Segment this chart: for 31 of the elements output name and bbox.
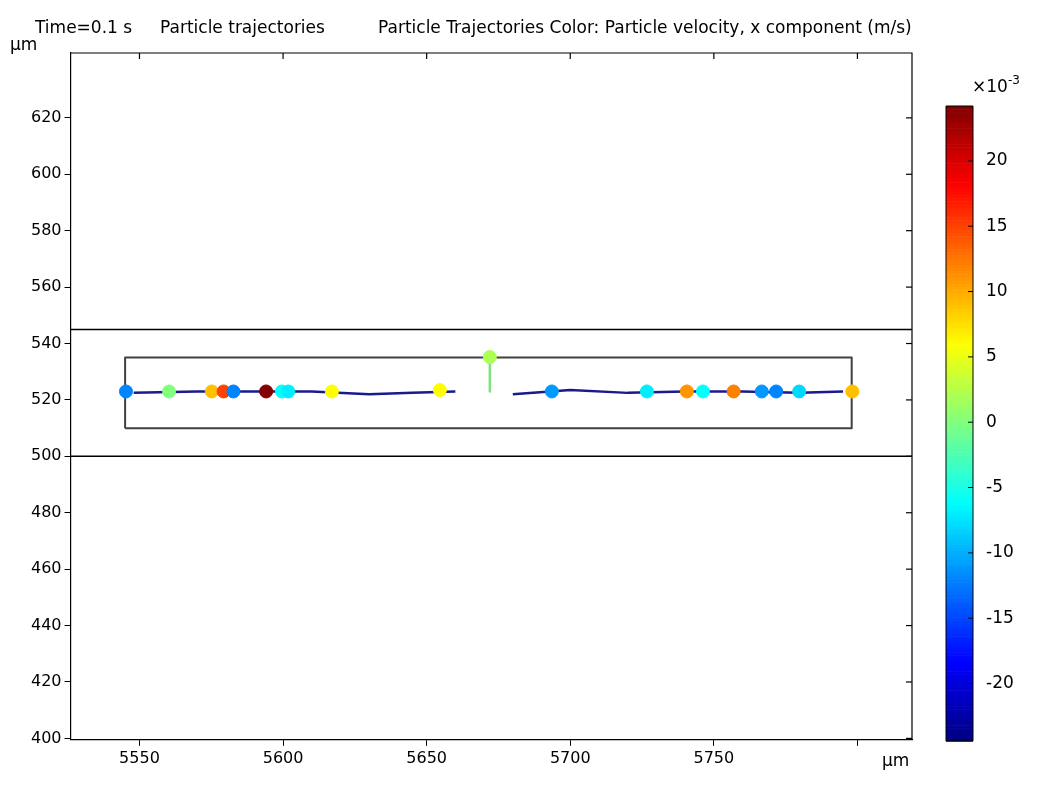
x-tick-label: 5650	[406, 747, 448, 767]
y-tick-label: 620	[30, 107, 62, 127]
color-bar-label: -5	[986, 475, 1003, 496]
color-bar-label: -20	[986, 671, 1014, 692]
x-axis-title: μm	[882, 749, 910, 770]
color-bar-label: 5	[986, 345, 997, 366]
y-tick-label: 440	[30, 614, 62, 634]
y-tick-label: 600	[30, 163, 62, 183]
color-bar-label: 0	[986, 410, 997, 431]
y-tick-label: 580	[30, 219, 62, 239]
chart-subtitle: Particle trajectories	[160, 17, 326, 37]
y-tick-label: 540	[30, 332, 62, 352]
y-tick-label: 420	[30, 671, 62, 691]
y-tick-label: 520	[30, 389, 62, 409]
y-tick-label: 560	[30, 276, 62, 296]
color-bar-label: -10	[986, 541, 1014, 562]
color-bar-label: 20	[986, 149, 1008, 170]
color-bar-label: -15	[986, 606, 1014, 627]
chart-title: Time=0.1 s	[34, 17, 133, 37]
y-tick-label: 460	[30, 558, 62, 578]
color-bar-label: 10	[986, 279, 1008, 300]
x-tick-label: 5600	[262, 747, 304, 767]
y-axis-title: μm	[10, 34, 38, 54]
color-bar-label: 15	[986, 214, 1008, 235]
x-tick-label: 5700	[549, 747, 591, 767]
y-tick-label: 500	[30, 445, 62, 465]
y-tick-label: 480	[30, 501, 62, 521]
y-tick-label: 400	[30, 727, 62, 747]
x-tick-label: 5550	[119, 747, 160, 767]
x-tick-label: 5750	[693, 747, 735, 767]
color-bar-title: Particle Trajectories Color: Particle velocity, x component (m/s)	[378, 17, 912, 37]
